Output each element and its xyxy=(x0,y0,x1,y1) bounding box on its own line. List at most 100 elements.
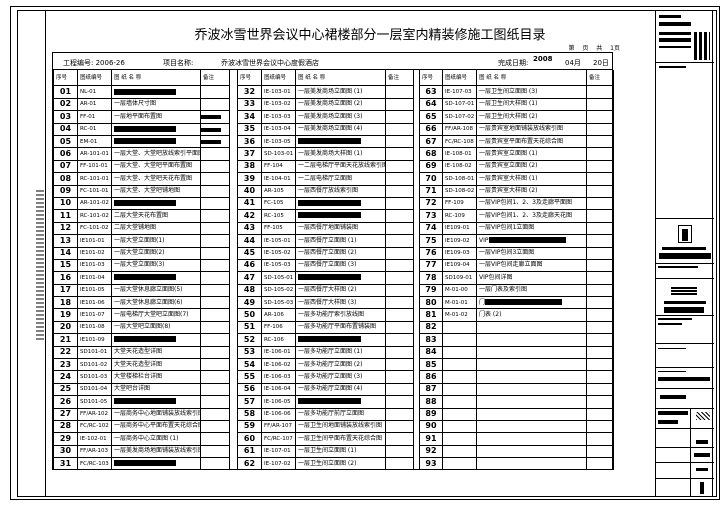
drawing-code: IE-103-04 xyxy=(262,123,296,137)
remark xyxy=(386,370,414,384)
drawing-name: 一层VIP包间1立面图 xyxy=(477,222,587,236)
drawing-code: IE-106-06 xyxy=(262,408,296,421)
row-number: 58 xyxy=(238,408,262,421)
row-number: 63 xyxy=(420,86,443,99)
drawing-name: 二层大堂铺地图 xyxy=(112,222,201,236)
drawing-code: IE101-04 xyxy=(78,271,112,285)
drawing-code: SD101-02 xyxy=(78,358,112,372)
row-number: 20 xyxy=(54,321,78,335)
drawing-code: AR-101-01 xyxy=(78,147,112,161)
row-number: 70 xyxy=(420,172,443,186)
redacted-block xyxy=(114,274,177,281)
drawing-name: 大堂楼梯栏台详图 xyxy=(112,370,201,384)
remark xyxy=(201,86,230,99)
row-number: 44 xyxy=(238,234,262,248)
row-number: 80 xyxy=(420,296,443,310)
row-number: 08 xyxy=(54,172,78,186)
partner-logo xyxy=(671,287,697,295)
drawing-name: 一层大堂立面图(1) xyxy=(112,234,201,248)
row-number: 22 xyxy=(54,346,78,359)
drawing-code xyxy=(443,358,477,372)
row-number: 09 xyxy=(54,185,78,198)
remark xyxy=(201,445,230,459)
row-number: 79 xyxy=(420,284,443,298)
drawing-name: 一层西餐厅大样图 (3) xyxy=(296,296,386,310)
remark xyxy=(386,259,414,273)
header-code: 图纸编号 xyxy=(262,70,296,86)
remark xyxy=(201,308,230,322)
signature xyxy=(696,412,710,420)
drawing-name: 一二层电梯厅立面图 xyxy=(296,172,386,186)
row-number: 14 xyxy=(54,247,78,260)
row-number: 50 xyxy=(238,308,262,322)
title-block xyxy=(655,10,714,497)
drawing-name xyxy=(477,457,587,471)
drawing-name: 大堂天花造型详图 xyxy=(112,346,201,359)
drawing-border xyxy=(10,6,720,500)
drawing-code: SD109-01 xyxy=(443,271,477,285)
remark xyxy=(386,383,414,397)
drawing-code: FF/AR-107 xyxy=(262,420,296,434)
drawing-name xyxy=(296,197,386,211)
drawing-code: IE-104-01 xyxy=(262,172,296,186)
index-column-2: 序号 图纸编号图 纸 名 称备注 32 IE-103-01 一层美发商场立面图 (1) 3… xyxy=(237,70,414,471)
drawing-name: 一层大堂、大堂吧铺地图 xyxy=(112,185,201,198)
remark xyxy=(587,197,614,211)
remark xyxy=(386,123,414,137)
drawing-code xyxy=(443,432,477,446)
drawing-code: IE-105-01 xyxy=(262,234,296,248)
drawing-name: 一层西餐厅立面图 (2) xyxy=(296,247,386,260)
drawing-name: 一层多功能厅立面图 (2) xyxy=(296,358,386,372)
drawing-code: IE101-08 xyxy=(78,321,112,335)
remark xyxy=(386,209,414,223)
remark xyxy=(201,110,230,124)
remark xyxy=(386,172,414,186)
remark xyxy=(587,432,614,446)
remark xyxy=(587,408,614,421)
remark xyxy=(587,457,614,471)
remark xyxy=(587,234,614,248)
row-number: 76 xyxy=(420,247,443,260)
remark xyxy=(201,333,230,347)
remark xyxy=(587,135,614,149)
row-number: 26 xyxy=(54,395,78,409)
remark xyxy=(386,234,414,248)
drawing-name: 一层多功能厅索引放线图 xyxy=(296,308,386,322)
drawing-name: 一层卫生间平面布置天花综合图 xyxy=(296,432,386,446)
drawing-code: IE-106-02 xyxy=(262,358,296,372)
binding-margin xyxy=(36,10,46,497)
drawing-code: SD-105-03 xyxy=(262,296,296,310)
drawing-code: IE109-04 xyxy=(443,259,477,273)
row-number: 04 xyxy=(54,123,78,137)
remark xyxy=(201,234,230,248)
row-number: 29 xyxy=(54,432,78,446)
remark xyxy=(386,98,414,112)
remark xyxy=(201,370,230,384)
drawing-name: 一层商务中心地面铺装放线索引图 xyxy=(112,408,201,421)
remark xyxy=(587,308,614,322)
drawing-name xyxy=(296,395,386,409)
drawing-code: FF/AR-108 xyxy=(443,123,477,137)
index-column-1: 序号 图纸编号图 纸 名 称备注 01 NL-01 02 AR-01 一层墙体尺寸图 03 FF… xyxy=(53,70,230,471)
drawing-code: FF-104 xyxy=(262,160,296,174)
drawing-code: FC/RC-103 xyxy=(78,457,112,471)
row-number: 32 xyxy=(238,86,262,99)
drawing-code: IE-105-02 xyxy=(262,247,296,260)
row-number: 35 xyxy=(238,123,262,137)
drawing-name: 一层大堂立面图(2) xyxy=(112,247,201,260)
drawing-code: IE-108-02 xyxy=(443,160,477,174)
drawing-name: 一层贵宾室立面图 (2) xyxy=(477,160,587,174)
redacted-block xyxy=(298,398,361,405)
project-info-row: 工程编号: 2006-26 项目名称: 乔波冰雪世界会议中心度假酒店 完成日期:… xyxy=(53,53,612,70)
drawing-name: 一层贵宾室平面布置天花综合图 xyxy=(477,135,587,149)
drawing-code: IE-102-01 xyxy=(78,432,112,446)
drawing-code: IE-103-05 xyxy=(262,135,296,149)
drawing-code: FC/RC-107 xyxy=(262,432,296,446)
redacted-block xyxy=(485,299,563,306)
remark xyxy=(201,185,230,198)
row-number: 73 xyxy=(420,209,443,223)
remark xyxy=(201,346,230,359)
row-number: 56 xyxy=(238,383,262,397)
drawing-name xyxy=(477,333,587,347)
drawing-name xyxy=(477,395,587,409)
